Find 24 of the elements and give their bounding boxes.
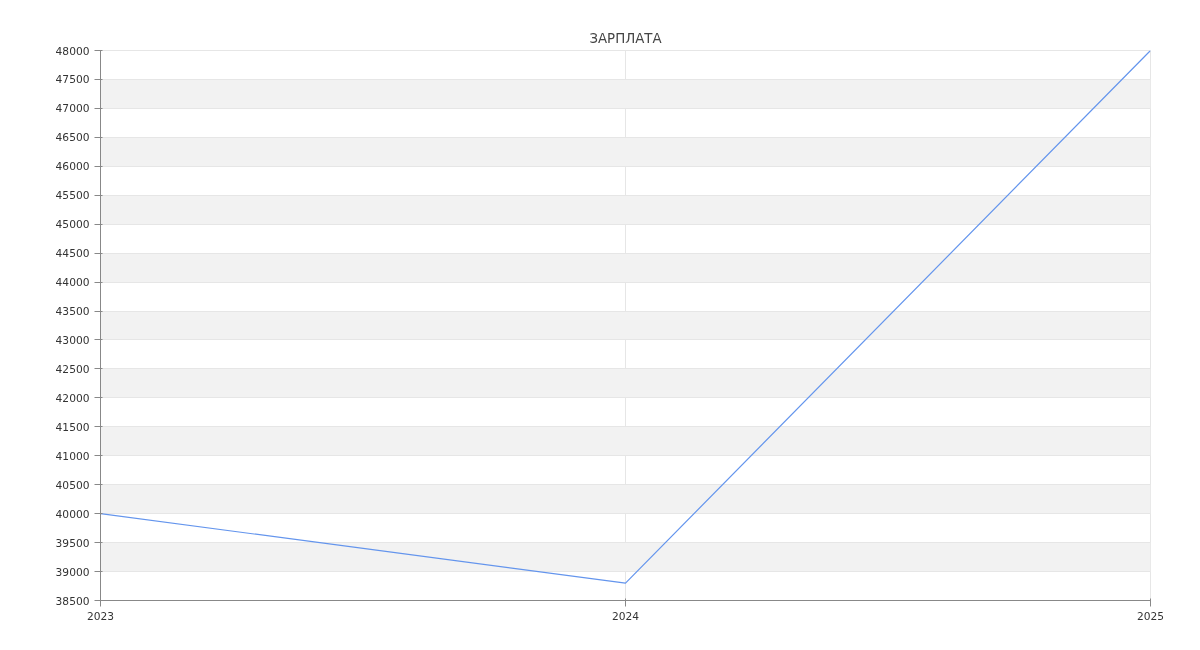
x-tick-label: 2023 bbox=[86, 609, 115, 623]
y-tick-label: 41500 bbox=[55, 420, 90, 434]
y-tick-label: 44000 bbox=[55, 276, 90, 290]
y-tick-label: 46500 bbox=[55, 131, 90, 145]
x-tick-label: 2025 bbox=[1136, 609, 1165, 623]
y-tick-label: 46000 bbox=[55, 160, 90, 174]
y-tick-label: 41000 bbox=[55, 449, 90, 463]
y-tick-label: 45000 bbox=[55, 218, 90, 232]
y-tick-label: 43000 bbox=[55, 333, 90, 347]
y-tick-label: 39500 bbox=[55, 536, 90, 550]
y-tick-label: 42500 bbox=[55, 362, 90, 376]
y-tick-label: 42000 bbox=[55, 391, 90, 405]
y-tick-label: 45500 bbox=[55, 189, 90, 203]
y-tick-label: 48000 bbox=[55, 44, 90, 58]
y-tick-label: 43500 bbox=[55, 305, 90, 319]
y-tick-label: 40000 bbox=[55, 507, 90, 521]
x-tick-label: 2024 bbox=[611, 609, 640, 623]
y-tick-label: 38500 bbox=[55, 594, 90, 608]
y-tick-label: 47000 bbox=[55, 102, 90, 116]
y-tick-label: 44500 bbox=[55, 247, 90, 261]
y-tick-label: 47500 bbox=[55, 73, 90, 87]
y-tick-label: 39000 bbox=[55, 565, 90, 579]
chart-title: ЗАРПЛАТА bbox=[589, 30, 662, 46]
y-tick-label: 40500 bbox=[55, 478, 90, 492]
